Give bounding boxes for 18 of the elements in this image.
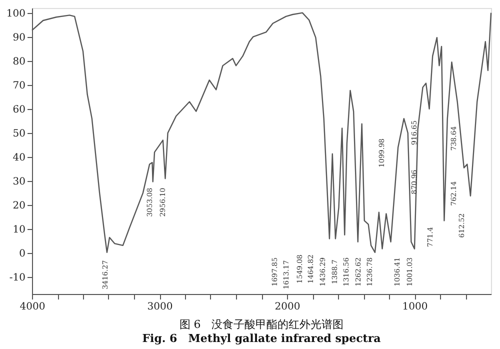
- text: Fig. 6 Methyl gallate infrared spectra: [142, 332, 381, 345]
- y-tick-label: 0: [19, 248, 26, 260]
- y-tick-label: 30: [12, 176, 26, 188]
- x-tick-label: 1000: [402, 302, 428, 312]
- y-tick-label: 10: [12, 224, 26, 236]
- text: 图 6 没食子酸甲酯的红外光谱图: [179, 318, 344, 331]
- y-tick-label: 20: [12, 200, 26, 212]
- y-tick-label: 80: [12, 56, 26, 68]
- y-tick-label: 60: [12, 104, 26, 116]
- y-tick-label: 40: [12, 152, 26, 164]
- y-tick-label: -10: [9, 272, 26, 284]
- x-tick-label: 4000: [20, 302, 46, 312]
- y-tick-label: 70: [12, 80, 26, 92]
- x-tick-label: 3000: [147, 302, 173, 312]
- x-tick-label: 2000: [274, 302, 300, 312]
- y-tick-label: 100: [6, 8, 26, 20]
- y-tick-label: 90: [12, 32, 26, 44]
- y-tick-label: 50: [12, 128, 26, 140]
